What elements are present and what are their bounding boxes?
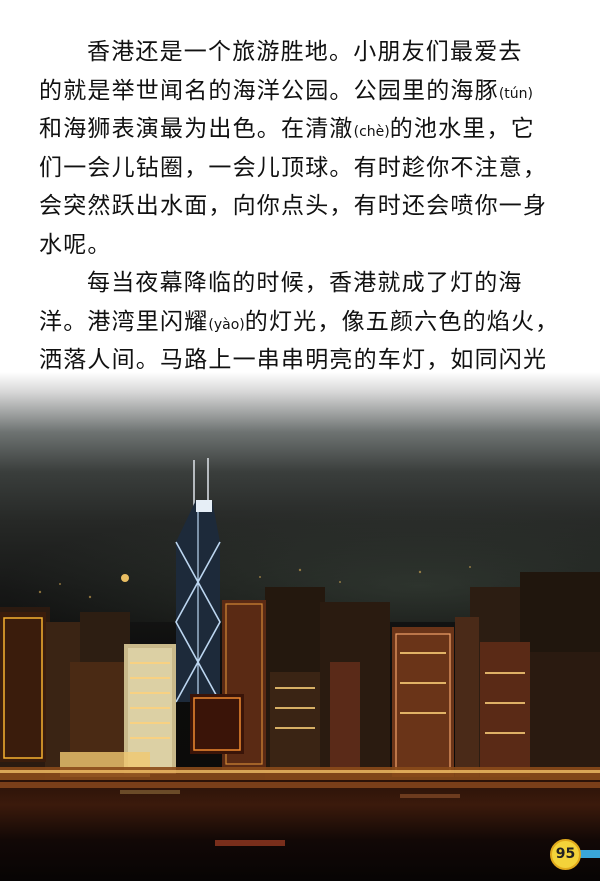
para-line: 们一会儿钻圈，一会儿顶球。有时趁你不注意， (39, 149, 561, 188)
window-lights (130, 652, 525, 739)
water-reflection (0, 782, 600, 846)
pinyin-annotation: (chè) (353, 124, 390, 141)
waterfront-lights (0, 767, 600, 780)
skyline-illustration (0, 458, 600, 782)
text-area: 香港还是一个旅游胜地。小朋友们最爱去 的就是举世闻名的海洋公园。公园里的海豚(t… (0, 0, 600, 400)
para-line: 的就是举世闻名的海洋公园。公园里的海豚(tún) (39, 72, 561, 111)
glow-light (121, 574, 129, 582)
text-segment: 的灯光，像五颜六色的焰火， (244, 308, 560, 335)
text-segment: 和海狮表演最为出色。在清澈 (39, 116, 354, 143)
waterfront-highlight (0, 770, 600, 773)
para-line: 香港还是一个旅游胜地。小朋友们最爱去 (39, 33, 561, 72)
para-line: 每当夜幕降临的时候，香港就成了灯的海 (39, 264, 561, 303)
text-segment: 们一会儿钻圈，一会儿顶球。有时趁你不注意， (39, 154, 548, 181)
para-line: 和海狮表演最为出色。在清澈(chè)的池水里，它 (39, 110, 561, 149)
text-segment: 每当夜幕降临的时候，香港就成了灯的海 (87, 270, 523, 296)
para-line: 水呢。 (39, 226, 561, 265)
para-line: 会突然跃出水面，向你点头，有时还会喷你一身 (39, 187, 561, 226)
text-segment: 的池水里，它 (389, 116, 535, 143)
bank-of-china-tower (175, 458, 221, 703)
text-segment: 洋。港湾里闪耀 (39, 308, 209, 335)
hong-kong-night-skyline-photo (0, 372, 600, 881)
text-segment: 会突然跃出水面，向你点头，有时还会喷你一身 (39, 193, 548, 220)
pinyin-annotation: (tún) (498, 85, 533, 102)
para-line: 洒落人间。马路上一串串明亮的车灯，如同闪光 (39, 341, 561, 380)
text-segment: 洒落人间。马路上一串串明亮的车灯，如同闪光 (39, 347, 548, 374)
harbour-water (0, 780, 600, 881)
page-number-badge: 95 (550, 839, 581, 870)
text-segment: 的就是举世闻名的海洋公园。公园里的海豚 (39, 77, 499, 104)
paragraph-1: 香港还是一个旅游胜地。小朋友们最爱去 的就是举世闻名的海洋公园。公园里的海豚(t… (39, 33, 561, 265)
page-edge-tab (578, 850, 600, 858)
text-segment: 水呢。 (39, 231, 112, 258)
para-line: 洋。港湾里闪耀(yào)的灯光，像五颜六色的焰火， (39, 303, 561, 342)
lit-towers (0, 600, 600, 777)
text-segment: 香港还是一个旅游胜地。小朋友们最爱去 (87, 39, 523, 65)
paragraph-2: 每当夜幕降临的时候，香港就成了灯的海 洋。港湾里闪耀(yào)的灯光，像五颜六色… (39, 264, 561, 380)
pinyin-annotation: (yào) (208, 316, 245, 333)
